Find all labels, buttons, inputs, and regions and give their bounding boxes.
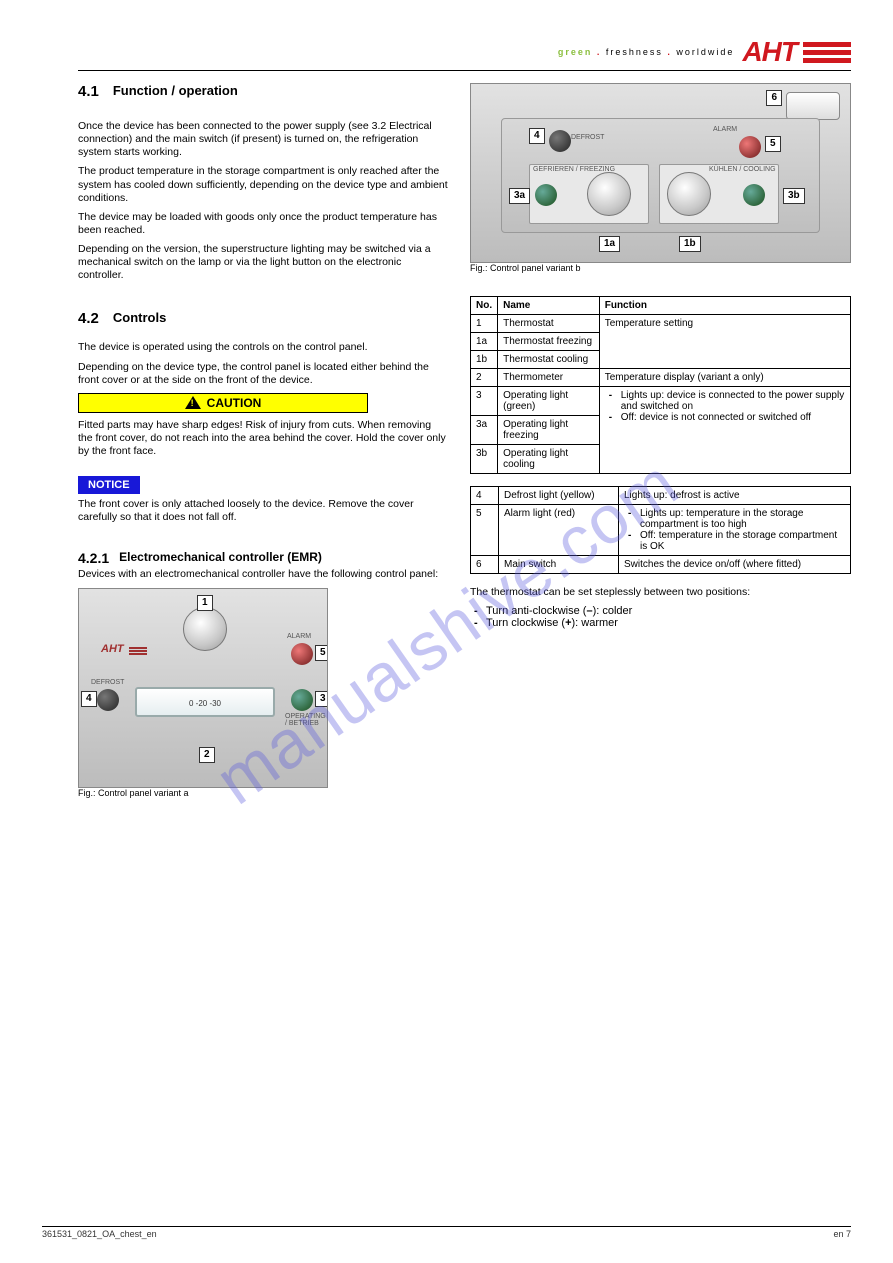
callout-3a: 3a (509, 188, 530, 204)
left-column: 4.1 Function / operation Once the device… (78, 83, 448, 805)
callout-4: 4 (81, 691, 97, 707)
operating-light (291, 689, 313, 711)
th-func: Function (599, 297, 850, 315)
aht-mini-logo: AHT (101, 643, 124, 655)
page-header: green . freshness . worldwide AHT (78, 36, 851, 71)
warning-icon (185, 396, 201, 409)
section-4.2.1-num: 4.2.1 (78, 550, 109, 566)
thermometer-window: 0 -20 -30 (135, 687, 275, 717)
section-4.1-title: Function / operation (113, 83, 238, 100)
section-4.2.1-title: Electromechanical controller (EMR) (119, 550, 322, 566)
right-column: 6 DEFROST 4 ALARM 5 GEFRIEREN / FREEZING… (470, 83, 851, 805)
s41-para3: The device may be loaded with goods only… (78, 211, 448, 237)
temp-list: -Turn anti-clockwise (–): colder -Turn c… (474, 605, 851, 629)
s42-para1: The device is operated using the control… (78, 341, 448, 354)
parts-table-2: 4 Defrost light (yellow) Lights up: defr… (470, 486, 851, 574)
callout-2: 2 (199, 747, 215, 763)
figure-panel-b: 6 DEFROST 4 ALARM 5 GEFRIEREN / FREEZING… (470, 83, 851, 263)
defrost-light-b (549, 130, 571, 152)
section-4.2-title: Controls (113, 310, 166, 327)
temp-intro: The thermostat can be set steplessly bet… (470, 586, 851, 599)
callout-5b: 5 (765, 136, 781, 152)
callout-3b: 3b (783, 188, 805, 204)
caution-banner: CAUTION (78, 393, 368, 413)
thermostat-freeze (587, 172, 631, 216)
section-4.1-num: 4.1 (78, 83, 99, 100)
main-switch (786, 92, 840, 120)
defrost-light (97, 689, 119, 711)
callout-1a: 1a (599, 236, 620, 252)
fig-b-caption: Fig.: Control panel variant b (470, 263, 851, 274)
th-no: No. (471, 297, 498, 315)
figure-panel-a: AHT 1 0 -20 -30 2 OPERATING / BETRIEB 3 … (78, 588, 328, 788)
th-name: Name (498, 297, 600, 315)
tagline: green . freshness . worldwide (558, 47, 735, 57)
callout-1: 1 (197, 595, 213, 611)
s41-para4: Depending on the version, the superstruc… (78, 243, 448, 282)
section-4.2-num: 4.2 (78, 310, 99, 327)
s421-para1: Devices with an electromechanical contro… (78, 568, 448, 581)
callout-6: 6 (766, 90, 782, 106)
callout-1b: 1b (679, 236, 701, 252)
alarm-light-b (739, 136, 761, 158)
parts-table-1: No. Name Function 1 Thermostat Temperatu… (470, 296, 851, 474)
thermostat-dial (183, 607, 227, 651)
callout-4b: 4 (529, 128, 545, 144)
notice-body: The front cover is only attached loosely… (78, 498, 448, 524)
logo: AHT (742, 36, 851, 68)
op-light-freeze (535, 184, 557, 206)
footer-id: 361531_0821_OA_chest_en (42, 1229, 157, 1239)
fig-a-caption: Fig.: Control panel variant a (78, 788, 448, 799)
alarm-light (291, 643, 313, 665)
s41-para2: The product temperature in the storage c… (78, 165, 448, 204)
callout-3: 3 (315, 691, 328, 707)
s42-para2: Depending on the device type, the contro… (78, 361, 448, 387)
thermostat-cool (667, 172, 711, 216)
footer-page: en 7 (833, 1229, 851, 1239)
op-light-cool (743, 184, 765, 206)
page-footer: 361531_0821_OA_chest_en en 7 (42, 1226, 851, 1239)
caution-body: Fitted parts may have sharp edges! Risk … (78, 419, 448, 458)
callout-5: 5 (315, 645, 328, 661)
notice-banner: NOTICE (78, 476, 140, 494)
s41-para1: Once the device has been connected to th… (78, 120, 448, 159)
